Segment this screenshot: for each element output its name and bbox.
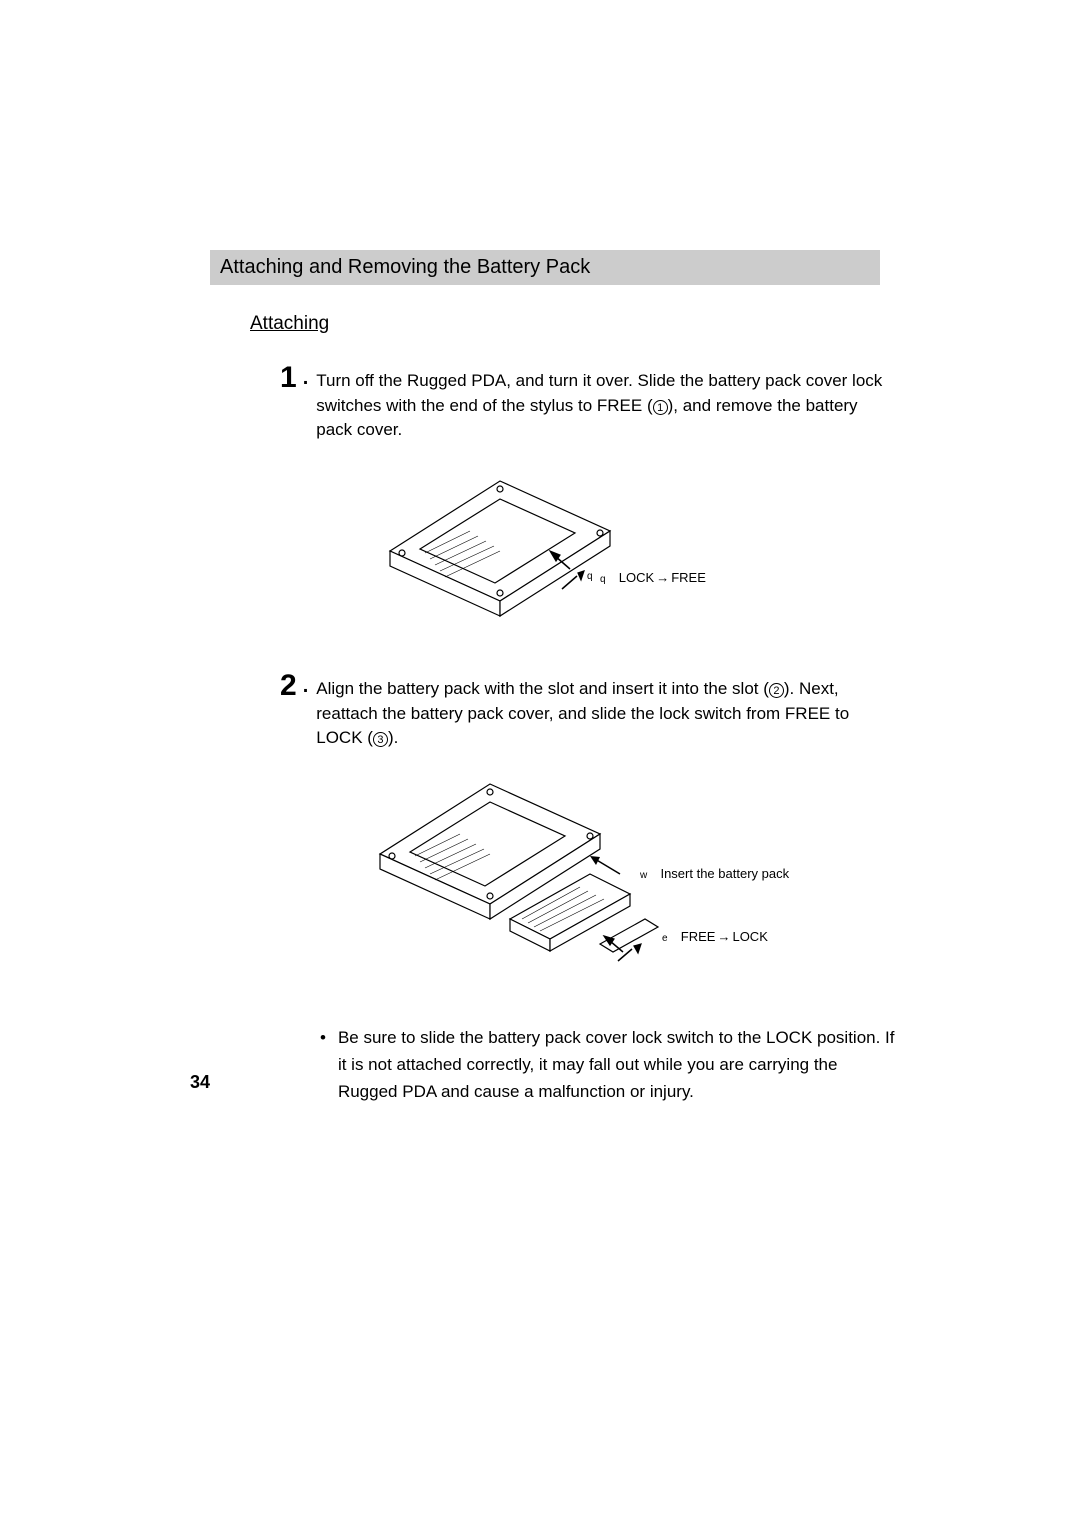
step-2: 2 . Align the battery pack with the slot…	[280, 671, 890, 751]
step-1: 1 . Turn off the Rugged PDA, and turn it…	[280, 363, 890, 443]
step-2-number: 2	[280, 671, 297, 701]
svg-text:q: q	[587, 571, 593, 582]
arrow-icon: →	[717, 929, 730, 944]
step-1-dot: .	[303, 363, 309, 393]
ref-circle-1: 1	[653, 400, 668, 415]
fig1-label: q LOCK→FREE	[600, 570, 1080, 585]
warning-text: Be sure to slide the battery pack cover …	[338, 1024, 900, 1106]
step-2-text: Align the battery pack with the slot and…	[316, 671, 890, 751]
page-number: 34	[190, 1072, 210, 1093]
fig2-insert-text: Insert the battery pack	[660, 866, 789, 881]
section-title-bar: Attaching and Removing the Battery Pack	[210, 250, 880, 285]
fig1-marker: q	[587, 571, 593, 582]
fig1-lock: LOCK	[619, 570, 654, 585]
figure-1: q q LOCK→FREE	[350, 461, 890, 651]
fig2-marker-bot: e	[662, 933, 668, 944]
fig2-lock: LOCK	[732, 929, 767, 944]
manual-page: Attaching and Removing the Battery Pack …	[0, 0, 1080, 1528]
step-1-text: Turn off the Rugged PDA, and turn it ove…	[316, 363, 890, 443]
fig2-label-top: w Insert the battery pack	[640, 866, 1080, 881]
ref-circle-2: 2	[769, 683, 784, 698]
step-2-dot: .	[303, 671, 309, 701]
ref-circle-3: 3	[373, 732, 388, 747]
bullet-icon: •	[320, 1024, 326, 1106]
arrow-icon: →	[656, 570, 669, 585]
fig1-free: FREE	[671, 570, 706, 585]
step-2-text-c: ).	[388, 728, 398, 747]
figure-2: w Insert the battery pack e FREE→LOCK	[350, 769, 890, 1014]
fig2-label-bot: e FREE→LOCK	[662, 929, 1080, 944]
step-2-text-a: Align the battery pack with the slot and…	[316, 679, 769, 698]
fig2-free: FREE	[681, 929, 716, 944]
figure-1-svg: q	[350, 461, 710, 631]
fig1-marker-text: q	[600, 574, 606, 585]
step-1-number: 1	[280, 363, 297, 393]
fig2-marker-top: w	[640, 870, 647, 881]
section-title: Attaching and Removing the Battery Pack	[220, 256, 590, 278]
warning-bullet: • Be sure to slide the battery pack cove…	[320, 1024, 900, 1106]
subheading-attaching: Attaching	[250, 313, 890, 335]
